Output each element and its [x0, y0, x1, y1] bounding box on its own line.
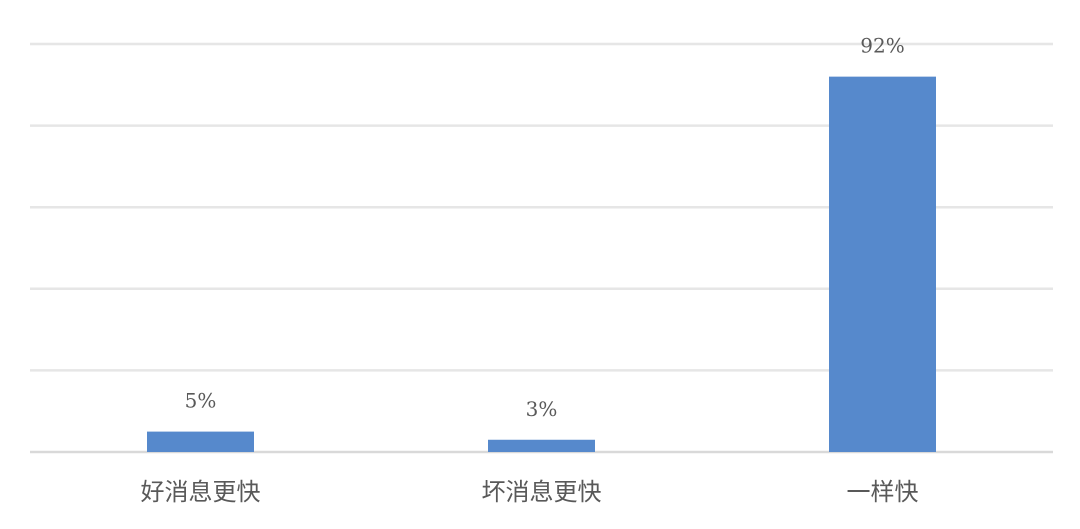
category-label: 坏消息更快	[482, 478, 602, 506]
bar	[488, 439, 595, 452]
category-labels: 好消息更快 坏消息更快 一样快	[141, 478, 919, 506]
category-label: 好消息更快	[141, 478, 261, 506]
data-label: 3%	[526, 397, 558, 421]
bar	[147, 431, 254, 452]
bar	[829, 76, 936, 452]
category-label: 一样快	[847, 478, 919, 506]
data-labels: 5% 3% 92%	[185, 34, 905, 421]
data-label: 92%	[860, 34, 904, 58]
bars	[147, 76, 936, 452]
data-label: 5%	[185, 389, 217, 413]
